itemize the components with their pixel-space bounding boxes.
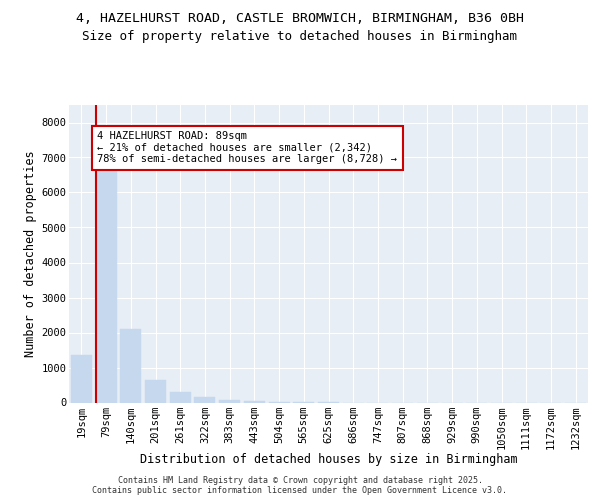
Bar [71, 355, 92, 403]
Bar [95, 168, 116, 402]
Text: 4, HAZELHURST ROAD, CASTLE BROMWICH, BIRMINGHAM, B36 0BH: 4, HAZELHURST ROAD, CASTLE BROMWICH, BIR… [76, 12, 524, 26]
Text: Size of property relative to detached houses in Birmingham: Size of property relative to detached ho… [83, 30, 517, 43]
Text: Contains HM Land Registry data © Crown copyright and database right 2025.
Contai: Contains HM Land Registry data © Crown c… [92, 476, 508, 495]
Bar [219, 400, 240, 402]
Bar [194, 397, 215, 402]
Bar [145, 380, 166, 402]
Y-axis label: Number of detached properties: Number of detached properties [24, 150, 37, 357]
Bar [170, 392, 191, 402]
Text: 4 HAZELHURST ROAD: 89sqm
← 21% of detached houses are smaller (2,342)
78% of sem: 4 HAZELHURST ROAD: 89sqm ← 21% of detach… [97, 131, 397, 164]
Bar [120, 329, 141, 402]
Bar [244, 401, 265, 402]
X-axis label: Distribution of detached houses by size in Birmingham: Distribution of detached houses by size … [140, 453, 517, 466]
